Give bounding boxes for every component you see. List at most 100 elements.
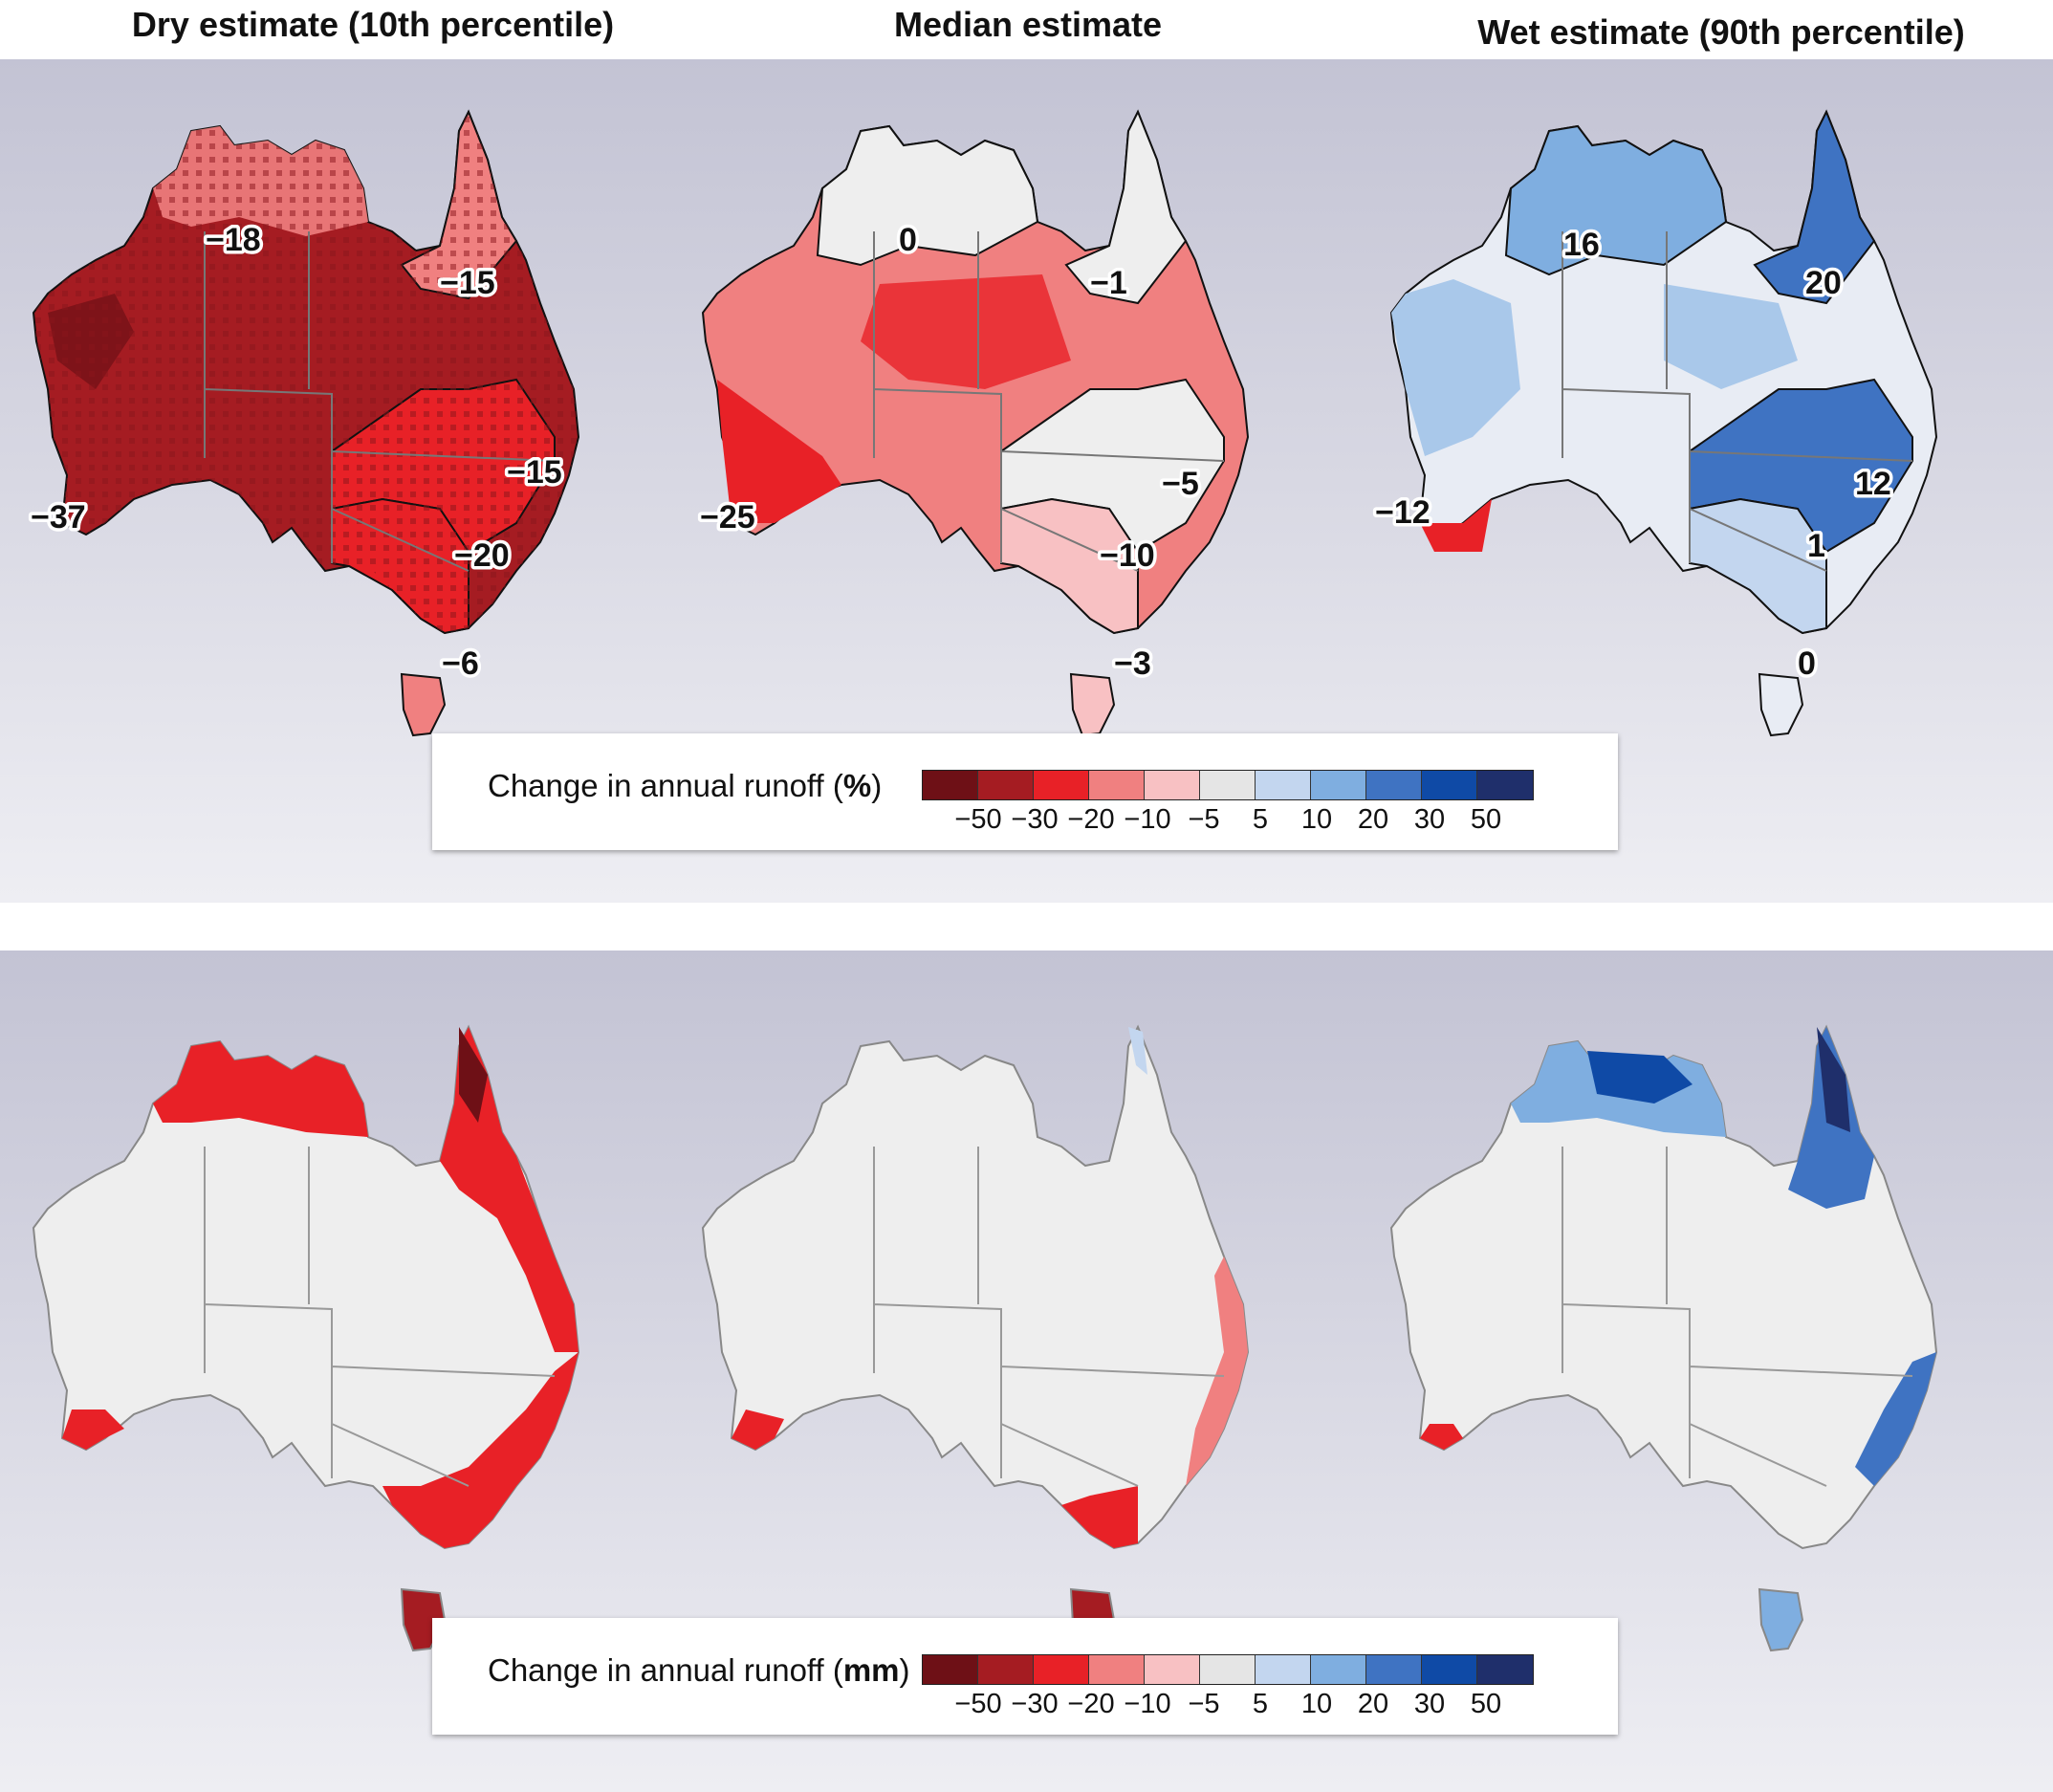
wet-mm-south-west: [1420, 1424, 1463, 1450]
legend-swatch: [1477, 1655, 1533, 1684]
legend-swatch: [923, 1655, 978, 1684]
legend-tick-label: 10: [1300, 1689, 1333, 1719]
percent-legend-swatches: [922, 770, 1534, 800]
median-percent-map: −25 0 −1 −5 −10 −3: [697, 109, 1249, 736]
legend-swatch: [1422, 1655, 1477, 1684]
legend-tick-label: −20: [1067, 1689, 1115, 1719]
median-percent-label-east: −5: [1162, 466, 1199, 502]
legend-swatch: [1089, 1655, 1145, 1684]
legend-tick-label: −10: [1124, 804, 1171, 835]
legend-tick-label: −5: [1188, 804, 1220, 835]
legend-swatch: [1256, 1655, 1311, 1684]
panel-separator: [0, 903, 2053, 951]
legend-tick-label: −50: [954, 804, 1002, 835]
legend-tick-label: −10: [1124, 1689, 1171, 1719]
wet-mm-top-end: [1587, 1051, 1693, 1104]
legend-tick-label: 20: [1357, 1689, 1389, 1719]
median-percent-sw-red: [717, 380, 841, 523]
legend-swatch: [1034, 1655, 1089, 1684]
legend-swatch: [978, 1655, 1034, 1684]
median-mm-south-west: [732, 1410, 784, 1450]
median-mm-cape-york: [1128, 1027, 1147, 1075]
median-percent-label-south-east: −10: [1100, 537, 1155, 574]
wet-percent-label-tasmania: 0: [1798, 645, 1816, 682]
dry-percent-label-tasmania: −6: [442, 645, 479, 682]
median-mm-south-east: [1061, 1486, 1138, 1548]
dry-mm-cape-york: [459, 1027, 488, 1123]
legend-tick-label: −5: [1188, 1689, 1220, 1719]
wet-percent-west-blue: [1391, 279, 1520, 456]
percent-legend: Change in annual runoff (%) −50 −30 −20 −10…: [432, 733, 1618, 850]
median-percent-central-red: [861, 274, 1071, 389]
median-percent-label-tasmania: −3: [1114, 645, 1151, 682]
median-percent-label-north-west: 0: [899, 222, 917, 258]
wet-mm-cape-york: [1817, 1027, 1850, 1132]
legend-tick-label: −30: [1011, 1689, 1059, 1719]
legend-swatch: [1200, 1655, 1256, 1684]
wet-percent-sw-red: [1420, 499, 1492, 552]
legend-swatch: [1477, 771, 1533, 799]
legend-swatch: [1366, 771, 1422, 799]
dry-percent-label-south-east: −20: [454, 537, 510, 574]
mm-legend-ticks: −50 −30 −20 −10 −5 5 10 20 30 50: [922, 1689, 1545, 1723]
wet-percent-map: −12 16 20 12 1 0: [1372, 109, 1937, 736]
wet-percent-north-region: [1504, 124, 1728, 276]
percent-change-panel: −37 −18 −15 −15 −20 −6 −25 0 −1 −5 −10 −…: [0, 59, 2053, 903]
dry-percent-label-west: −37: [31, 499, 86, 535]
mm-legend-label: Change in annual runoff (mm): [488, 1652, 910, 1688]
median-mm-east-coast: [1186, 1257, 1248, 1486]
legend-swatch: [1034, 771, 1089, 799]
legend-swatch: [1089, 771, 1145, 799]
dry-percent-label-north-east: −15: [440, 265, 495, 301]
legend-swatch: [1422, 771, 1477, 799]
mm-legend: Change in annual runoff (mm) −50 −30 −20 −1…: [432, 1618, 1618, 1735]
wet-percent-ne-region: [1753, 109, 1876, 305]
wet-percent-label-south-east: 1: [1807, 528, 1825, 564]
legend-swatch: [1366, 1655, 1422, 1684]
wet-estimate-title: Wet estimate (90th percentile): [1477, 12, 1965, 52]
dry-percent-label-east: −15: [507, 454, 562, 491]
legend-swatch: [1256, 771, 1311, 799]
legend-swatch: [1311, 1655, 1366, 1684]
median-percent-se-region: [1000, 497, 1139, 635]
legend-tick-label: −30: [1011, 804, 1059, 835]
median-estimate-title: Median estimate: [893, 5, 1163, 44]
legend-tick-label: 50: [1470, 1689, 1502, 1719]
legend-swatch: [923, 771, 978, 799]
legend-swatch: [1311, 771, 1366, 799]
dry-mm-south-east: [382, 1352, 579, 1548]
dry-mm-map: [33, 1026, 579, 1651]
wet-mm-map: [1390, 1026, 1937, 1651]
legend-tick-label: 10: [1300, 804, 1333, 835]
legend-swatch: [1200, 771, 1256, 799]
legend-tick-label: 5: [1252, 1689, 1269, 1719]
legend-tick-label: −20: [1067, 804, 1115, 835]
legend-tick-label: 30: [1413, 804, 1446, 835]
legend-tick-label: 30: [1413, 1689, 1446, 1719]
wet-percent-label-west: −12: [1375, 494, 1431, 531]
wet-percent-se-region: [1689, 497, 1827, 635]
median-percent-label-north-east: −1: [1090, 265, 1127, 301]
dry-estimate-title: Dry estimate (10th percentile): [131, 5, 615, 44]
median-percent-label-west: −25: [700, 499, 755, 535]
percent-legend-label: Change in annual runoff (%): [488, 768, 883, 803]
legend-swatch: [1145, 771, 1200, 799]
legend-tick-label: 20: [1357, 804, 1389, 835]
dry-mm-north: [153, 1041, 368, 1137]
wet-mm-south-east-coast: [1855, 1352, 1936, 1486]
dry-percent-label-north-west: −18: [206, 222, 261, 258]
legend-tick-label: 50: [1470, 804, 1502, 835]
median-mm-map: [702, 1026, 1249, 1651]
percent-maps: −37 −18 −15 −15 −20 −6 −25 0 −1 −5 −10 −…: [28, 109, 1937, 736]
median-percent-ne-region: [1064, 109, 1188, 305]
percent-legend-ticks: −50 −30 −20 −10 −5 5 10 20 30 50: [922, 804, 1545, 839]
legend-tick-label: −50: [954, 1689, 1002, 1719]
dry-percent-map: −37 −18 −15 −15 −20 −6: [28, 109, 579, 736]
legend-tick-label: 5: [1252, 804, 1269, 835]
wet-percent-label-east: 12: [1855, 466, 1891, 502]
dry-mm-south-west: [62, 1410, 124, 1450]
legend-swatch: [978, 771, 1034, 799]
legend-swatch: [1145, 1655, 1200, 1684]
mm-change-panel: Change in annual runoff (mm) −50 −30 −20 −1…: [0, 951, 2053, 1792]
mm-maps: [33, 1026, 1937, 1651]
